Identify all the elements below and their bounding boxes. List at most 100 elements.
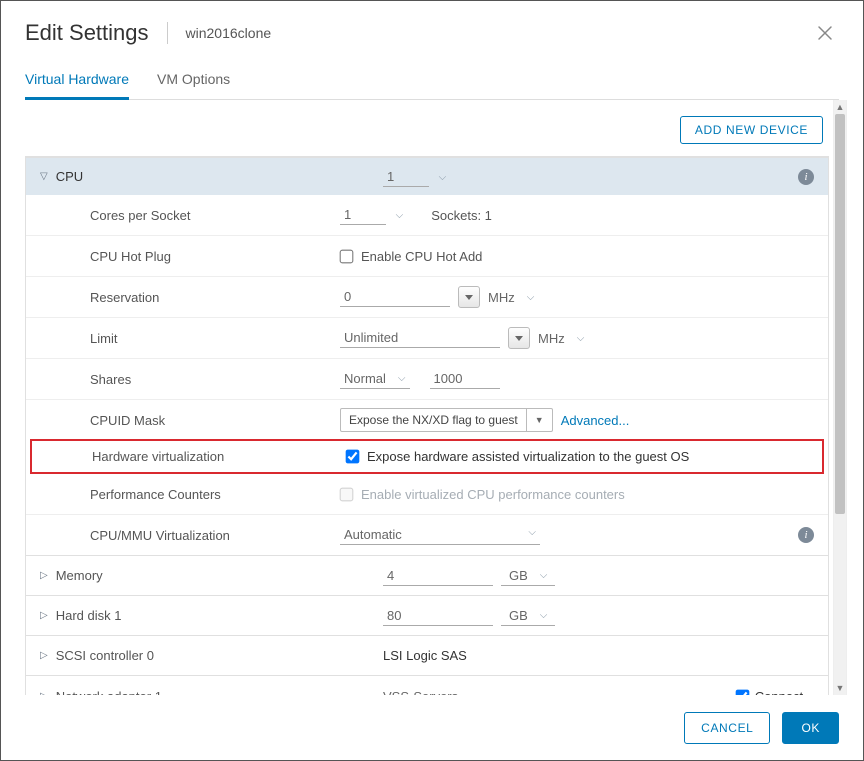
shares-mode-select[interactable]: Normal ⌵: [340, 369, 410, 389]
perf-label: Performance Counters: [90, 487, 340, 502]
cpu-hotplug-row: CPU Hot Plug Enable CPU Hot Add: [26, 236, 828, 276]
memory-input[interactable]: 4: [383, 566, 493, 586]
chevron-down-icon: ⌵: [396, 210, 404, 221]
reservation-label: Reservation: [90, 290, 340, 305]
net-select[interactable]: VSS-Servers ⌵: [383, 689, 478, 696]
tab-virtual-hardware[interactable]: Virtual Hardware: [25, 61, 129, 100]
chevron-down-icon: ⌵: [577, 333, 585, 344]
info-icon[interactable]: i: [798, 169, 814, 185]
info-icon[interactable]: i: [798, 527, 814, 543]
hotplug-checkbox-label: Enable CPU Hot Add: [361, 249, 482, 264]
cores-select[interactable]: 1 ⌵: [340, 205, 403, 225]
dialog-footer: CANCEL OK: [1, 695, 863, 760]
cpu-count-select[interactable]: 1 ⌵: [383, 167, 446, 187]
scsi-value: LSI Logic SAS: [383, 648, 467, 663]
limit-unit: MHz: [538, 331, 565, 346]
shares-mode: Normal: [344, 371, 386, 386]
memory-unit-select[interactable]: GB ⌵: [501, 566, 555, 586]
shares-value: 1000: [430, 369, 500, 389]
net-value: VSS-Servers: [383, 689, 458, 696]
scroll-up-icon[interactable]: ▲: [834, 100, 846, 114]
memory-row[interactable]: ▷ Memory 4 GB ⌵: [25, 556, 829, 596]
dialog-header: Edit Settings win2016clone: [1, 1, 863, 61]
reservation-input[interactable]: 0: [340, 287, 450, 307]
tabs: Virtual Hardware VM Options: [25, 61, 839, 100]
perf-checkbox: [340, 487, 354, 501]
dialog-title: Edit Settings: [25, 20, 149, 46]
cpu-count-value: 1: [383, 167, 429, 187]
disk-unit-select[interactable]: GB ⌵: [501, 606, 555, 626]
hardware-virt-row: Hardware virtualization Expose hardware …: [30, 439, 824, 474]
mmu-select[interactable]: Automatic ⌵: [340, 525, 540, 545]
cpuid-select[interactable]: Expose the NX/XD flag to guest ▼: [340, 408, 553, 432]
net-connect-checkbox[interactable]: [735, 689, 749, 695]
chevron-down-icon: ⌵: [540, 610, 548, 621]
sockets-text: Sockets: 1: [431, 208, 492, 223]
limit-unit-select[interactable]: MHz ⌵: [538, 331, 584, 346]
scroll-down-icon[interactable]: ▼: [834, 681, 846, 695]
cpuid-row: CPUID Mask Expose the NX/XD flag to gues…: [26, 400, 828, 440]
scrollbar[interactable]: ▲ ▼: [833, 100, 847, 695]
vm-name: win2016clone: [186, 25, 272, 41]
chevron-down-icon: ⌵: [470, 691, 478, 696]
mmu-row: CPU/MMU Virtualization Automatic ⌵ i: [26, 515, 828, 555]
memory-unit: GB: [509, 568, 528, 583]
limit-dropdown-button[interactable]: [508, 327, 530, 349]
content-scroll: ADD NEW DEVICE ▽ CPU 1 ⌵ i Cores per Soc…: [25, 100, 833, 695]
net-label: Network adapter 1: [56, 689, 162, 696]
chevron-right-icon: ▷: [40, 610, 48, 621]
limit-label: Limit: [90, 331, 340, 346]
network-row[interactable]: ▷ Network adapter 1 VSS-Servers ⌵ Connec…: [25, 676, 829, 695]
cpuid-label: CPUID Mask: [90, 413, 340, 428]
cpuid-value: Expose the NX/XD flag to guest: [349, 413, 518, 427]
cpu-section: ▽ CPU 1 ⌵ i Cores per Socket 1 ⌵: [25, 156, 829, 556]
perf-checkbox-label: Enable virtualized CPU performance count…: [361, 487, 625, 502]
chevron-right-icon: ▷: [40, 650, 48, 661]
chevron-down-icon: ⌵: [439, 172, 447, 183]
chevron-down-icon: ⌵: [540, 570, 548, 581]
cpu-label: CPU: [56, 169, 83, 184]
hwvirt-label: Hardware virtualization: [92, 449, 346, 464]
shares-row: Shares Normal ⌵ 1000: [26, 359, 828, 399]
cpu-section-header[interactable]: ▽ CPU 1 ⌵ i: [26, 157, 828, 195]
net-connect-label: Connect...: [755, 689, 814, 696]
chevron-right-icon: ▷: [40, 691, 48, 696]
add-device-row: ADD NEW DEVICE: [25, 100, 829, 156]
hwvirt-checkbox-label: Expose hardware assisted virtualization …: [367, 449, 689, 464]
cores-label: Cores per Socket: [90, 208, 340, 223]
add-new-device-button[interactable]: ADD NEW DEVICE: [680, 116, 823, 144]
scsi-row[interactable]: ▷ SCSI controller 0 LSI Logic SAS: [25, 636, 829, 676]
tab-vm-options[interactable]: VM Options: [157, 61, 230, 100]
edit-settings-dialog: Edit Settings win2016clone Virtual Hardw…: [0, 0, 864, 761]
scrollbar-thumb[interactable]: [835, 114, 845, 514]
header-divider: [167, 22, 168, 44]
close-icon: [817, 25, 833, 41]
chevron-down-icon: ▽: [40, 171, 48, 182]
cancel-button[interactable]: CANCEL: [684, 712, 770, 744]
mmu-label: CPU/MMU Virtualization: [90, 528, 340, 543]
reservation-unit: MHz: [488, 290, 515, 305]
chevron-down-icon: ▼: [535, 415, 544, 425]
limit-input[interactable]: Unlimited: [340, 328, 500, 348]
chevron-down-icon: ⌵: [527, 292, 535, 303]
cpuid-advanced-link[interactable]: Advanced...: [561, 413, 630, 428]
mmu-value: Automatic: [344, 527, 402, 542]
disk-label: Hard disk 1: [56, 608, 122, 623]
chevron-right-icon: ▷: [40, 570, 48, 581]
hotplug-checkbox[interactable]: [340, 249, 354, 263]
cores-value: 1: [340, 205, 386, 225]
chevron-down-icon: ⌵: [398, 373, 406, 384]
dialog-body: ADD NEW DEVICE ▽ CPU 1 ⌵ i Cores per Soc…: [1, 100, 863, 695]
disk-unit: GB: [509, 608, 528, 623]
limit-row: Limit Unlimited MHz ⌵: [26, 318, 828, 358]
disk-input[interactable]: 80: [383, 606, 493, 626]
reservation-row: Reservation 0 MHz ⌵: [26, 277, 828, 317]
hard-disk-row[interactable]: ▷ Hard disk 1 80 GB ⌵: [25, 596, 829, 636]
perf-counters-row: Performance Counters Enable virtualized …: [26, 474, 828, 514]
close-button[interactable]: [811, 19, 839, 47]
shares-label: Shares: [90, 372, 340, 387]
ok-button[interactable]: OK: [782, 712, 839, 744]
reservation-dropdown-button[interactable]: [458, 286, 480, 308]
reservation-unit-select[interactable]: MHz ⌵: [488, 290, 534, 305]
hwvirt-checkbox[interactable]: [346, 450, 360, 464]
